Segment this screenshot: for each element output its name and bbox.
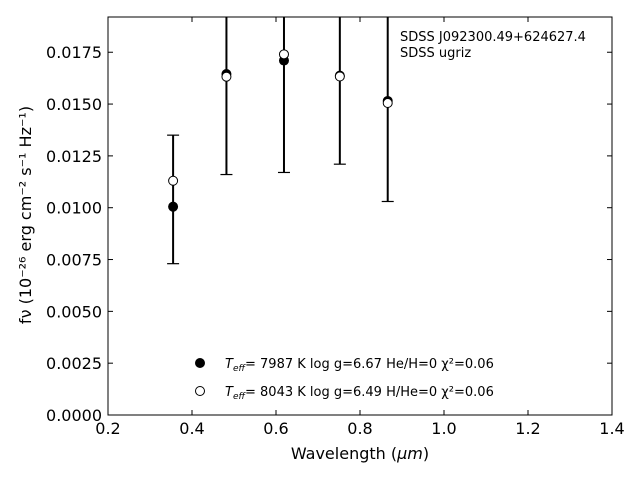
y-axis-ticks: 0.0000 0.0025 0.0050 0.0075 0.0100 0.0125 0.01… bbox=[46, 43, 612, 425]
plot-frame bbox=[107, 16, 613, 416]
y-tick-label: 0.0000 bbox=[46, 406, 102, 425]
data-point-open bbox=[382, 98, 393, 109]
y-tick-label: 0.0125 bbox=[46, 147, 102, 166]
legend-marker-filled bbox=[195, 358, 205, 368]
x-axis-label: Wavelength (μm) bbox=[291, 444, 429, 463]
x-axis-ticks: 0.2 0.4 0.6 0.8 1.0 1.2 1.4 bbox=[95, 17, 625, 438]
y-tick-label: 0.0075 bbox=[46, 251, 102, 270]
x-tick-label: 1.0 bbox=[431, 419, 456, 438]
data-point-open bbox=[334, 71, 345, 82]
errorbars bbox=[167, 17, 394, 265]
x-tick-label: 1.4 bbox=[599, 419, 624, 438]
data-points bbox=[168, 49, 393, 212]
annotation-object-name: SDSS J092300.49+624627.4 bbox=[400, 30, 586, 45]
y-tick-label: 0.0150 bbox=[46, 95, 102, 114]
legend-entry-filled: Teff= 7987 K log g=6.67 He/H=0 χ²=0.06 bbox=[225, 357, 494, 374]
x-tick-label: 0.4 bbox=[179, 419, 204, 438]
data-point-open bbox=[278, 49, 289, 60]
y-tick-label: 0.0050 bbox=[46, 302, 102, 321]
y-tick-label: 0.0025 bbox=[46, 354, 102, 373]
x-tick-label: 0.6 bbox=[263, 419, 288, 438]
y-tick-label: 0.0175 bbox=[46, 43, 102, 62]
legend: Teff= 7987 K log g=6.67 He/H=0 χ²=0.06 T… bbox=[195, 357, 494, 402]
y-axis-label: fν (10⁻²⁶ erg cm⁻² s⁻¹ Hz⁻¹) bbox=[16, 106, 35, 324]
x-tick-label: 1.2 bbox=[515, 419, 540, 438]
x-tick-label: 0.2 bbox=[95, 419, 120, 438]
legend-entry-open: Teff= 8043 K log g=6.49 H/He=0 χ²=0.06 bbox=[225, 385, 494, 402]
annotation-filter-system: SDSS ugriz bbox=[400, 46, 471, 61]
data-point-open bbox=[221, 71, 232, 82]
y-tick-label: 0.0100 bbox=[46, 199, 102, 218]
legend-marker-open bbox=[195, 386, 205, 396]
x-tick-label: 0.8 bbox=[347, 419, 372, 438]
data-point-filled bbox=[168, 201, 179, 212]
data-point-open bbox=[168, 175, 179, 186]
